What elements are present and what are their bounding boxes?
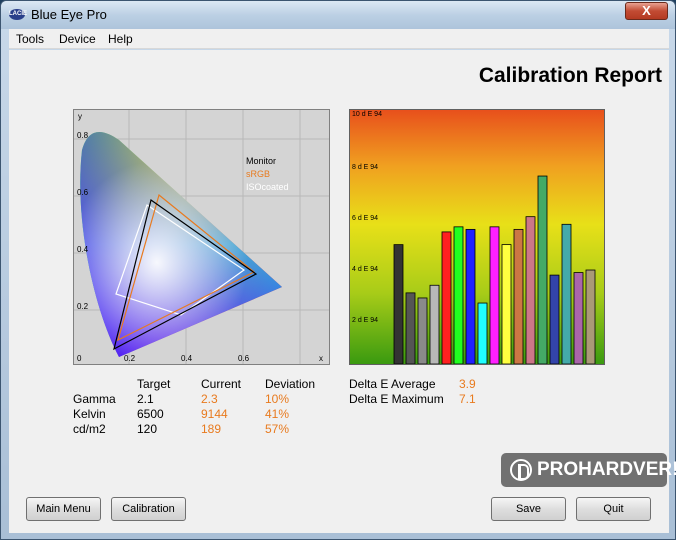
delta-e-average-value: 3.9 [459,377,476,391]
stats-current-gamma: 2.3 [201,392,218,406]
delta-e-bar [501,244,512,364]
stats-label-gamma: Gamma [73,392,116,406]
save-button[interactable]: Save [491,497,566,521]
stats-target-gamma: 2.1 [137,392,154,406]
window-title: Blue Eye Pro [31,7,107,22]
delta-e-average-label: Delta E Average [349,377,436,391]
stats-deviation-luminance: 57% [265,422,290,436]
delta-e-bar [477,302,488,364]
cie-y-tick: 0.2 [77,302,89,311]
watermark-text: PROHARDVER! [537,459,676,480]
delta-e-y-tick: 8 d E 94 [352,164,379,171]
delta-e-bar [429,284,440,364]
stats-current-kelvin: 9144 [201,407,228,421]
delta-e-bar [513,228,524,364]
delta-e-y-tick: 4 d E 94 [352,266,379,273]
stats-header-deviation: Deviation [265,377,316,391]
stats-deviation-gamma: 10% [265,392,290,406]
close-button[interactable]: X [625,2,668,20]
delta-e-maximum-value: 7.1 [459,392,476,406]
cie-x-tick: 0.6 [238,354,250,363]
delta-e-y-tick: 2 d E 94 [352,317,379,324]
cie-y-tick: 0 [77,354,82,363]
prohardver-logo-icon [510,459,532,481]
legend-isocoated: ISOcoated [246,182,289,192]
stats-current-luminance: 189 [201,422,222,436]
monitor-gamut-triangle [113,199,258,351]
stats-target-luminance: 120 [137,422,158,436]
delta-e-chart: 10 d E 94 8 d E 94 6 d E 94 4 d E 94 2 d… [349,109,605,365]
cie-x-axis-label: x [319,354,323,363]
main-menu-button[interactable]: Main Menu [26,497,101,521]
delta-e-bar [549,274,560,364]
legend-monitor: Monitor [246,156,277,166]
delta-e-bar [441,231,452,364]
isocoated-gamut-triangle [115,204,246,316]
menu-bar: Tools Device Help [9,29,669,49]
cie-gamut-diagram: y 0.8 0.6 0.4 0.2 0 0.2 0.4 0.6 x Monito… [73,109,330,365]
stats-label-luminance: cd/m2 [73,422,106,436]
cie-y-tick: 0.4 [77,245,89,254]
cie-x-tick: 0.4 [181,354,193,363]
page-title: Calibration Report [478,64,662,87]
delta-e-bar [417,297,428,364]
delta-e-maximum-label: Delta E Maximum [349,392,444,406]
cie-x-tick: 0.2 [124,354,136,363]
stats-header-current: Current [201,377,242,391]
spectral-locus [80,131,282,357]
delta-e-bar [489,226,500,364]
delta-e-bar [405,292,416,364]
stats-header-target: Target [137,377,171,391]
delta-e-bar [453,226,464,364]
delta-e-bar [573,272,584,364]
delta-e-bar [393,244,404,364]
legend-srgb: sRGB [246,169,271,179]
delta-e-bar [585,269,596,364]
title-bar[interactable]: LACIE Blue Eye Pro X [1,1,675,29]
srgb-gamut-triangle [117,193,256,342]
delta-e-bar [561,223,572,364]
quit-button[interactable]: Quit [576,497,651,521]
stats-deviation-kelvin: 41% [265,407,290,421]
cie-y-axis-label: y [78,112,82,121]
delta-e-bar [537,175,548,364]
stats-label-kelvin: Kelvin [73,407,106,421]
delta-e-bar [465,228,476,364]
prohardver-watermark: PROHARDVER! [501,453,676,487]
cie-y-tick: 0.6 [77,188,89,197]
menu-help[interactable]: Help [108,32,133,46]
delta-e-y-tick: 10 d E 94 [352,111,382,118]
delta-e-bar [525,216,536,364]
calibration-button[interactable]: Calibration [111,497,186,521]
cie-y-tick: 0.8 [77,131,89,140]
menu-device[interactable]: Device [59,32,96,46]
report-panel: Calibration Report [9,50,676,533]
stats-target-kelvin: 6500 [137,407,164,421]
menu-tools[interactable]: Tools [16,32,45,46]
lacie-app-icon: LACIE [9,9,27,20]
delta-e-y-tick: 6 d E 94 [352,215,379,222]
